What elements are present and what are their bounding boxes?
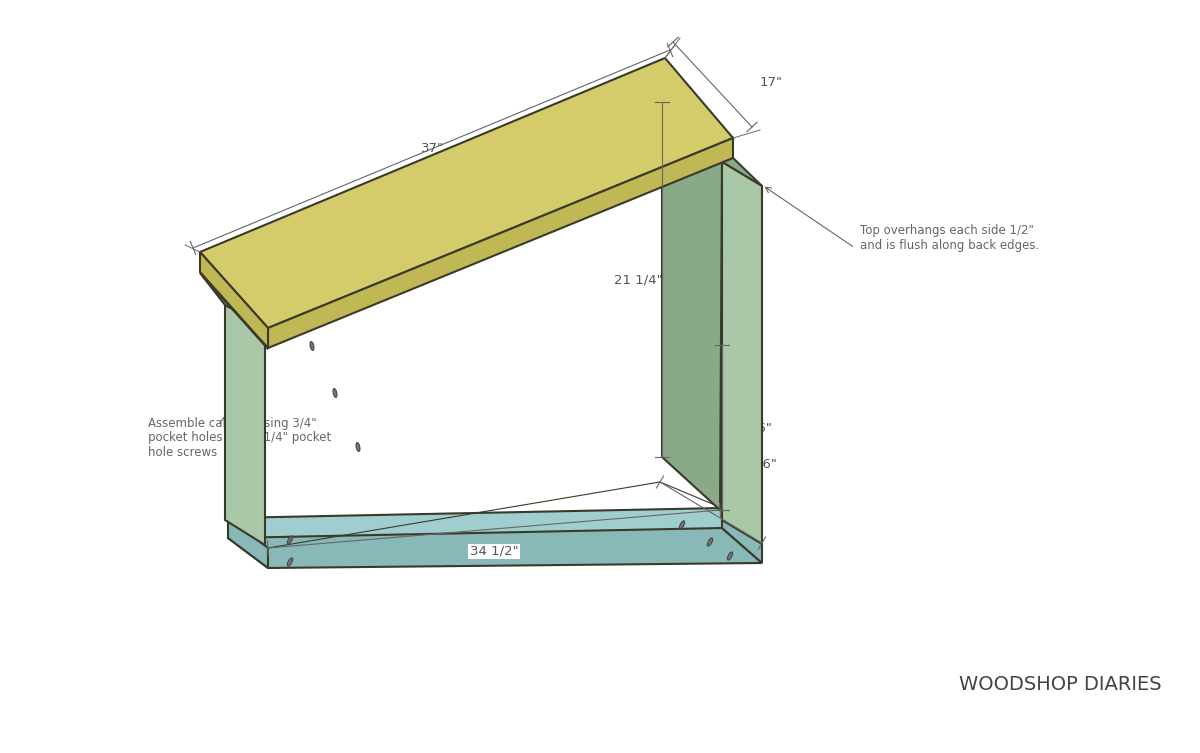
Ellipse shape xyxy=(707,538,713,546)
Polygon shape xyxy=(200,252,268,348)
Polygon shape xyxy=(228,528,762,568)
Ellipse shape xyxy=(310,342,314,350)
Polygon shape xyxy=(228,508,762,548)
Polygon shape xyxy=(722,508,762,563)
Text: WOODSHOP DIARIES: WOODSHOP DIARIES xyxy=(959,675,1162,694)
Polygon shape xyxy=(226,305,265,545)
Polygon shape xyxy=(662,102,762,186)
Polygon shape xyxy=(228,518,268,568)
Ellipse shape xyxy=(727,552,733,560)
Ellipse shape xyxy=(287,558,293,566)
Ellipse shape xyxy=(679,521,685,529)
Polygon shape xyxy=(722,162,762,544)
Ellipse shape xyxy=(287,536,293,544)
Polygon shape xyxy=(662,102,722,510)
Ellipse shape xyxy=(356,443,360,451)
Text: 17": 17" xyxy=(760,75,782,89)
Text: Top overhangs each side 1/2"
and is flush along back edges.: Top overhangs each side 1/2" and is flus… xyxy=(860,224,1039,252)
Text: 21 1/4": 21 1/4" xyxy=(613,273,662,286)
Polygon shape xyxy=(200,273,268,349)
Text: 37": 37" xyxy=(420,142,444,154)
Polygon shape xyxy=(200,58,733,328)
Text: 16": 16" xyxy=(750,422,773,434)
Text: 16": 16" xyxy=(755,459,778,471)
Text: Assemble cabinet using 3/4"
pocket holes and 1 1/4" pocket
hole screws: Assemble cabinet using 3/4" pocket holes… xyxy=(148,416,331,459)
Text: 34 1/2": 34 1/2" xyxy=(469,545,518,558)
Polygon shape xyxy=(268,138,733,348)
Ellipse shape xyxy=(334,389,337,398)
